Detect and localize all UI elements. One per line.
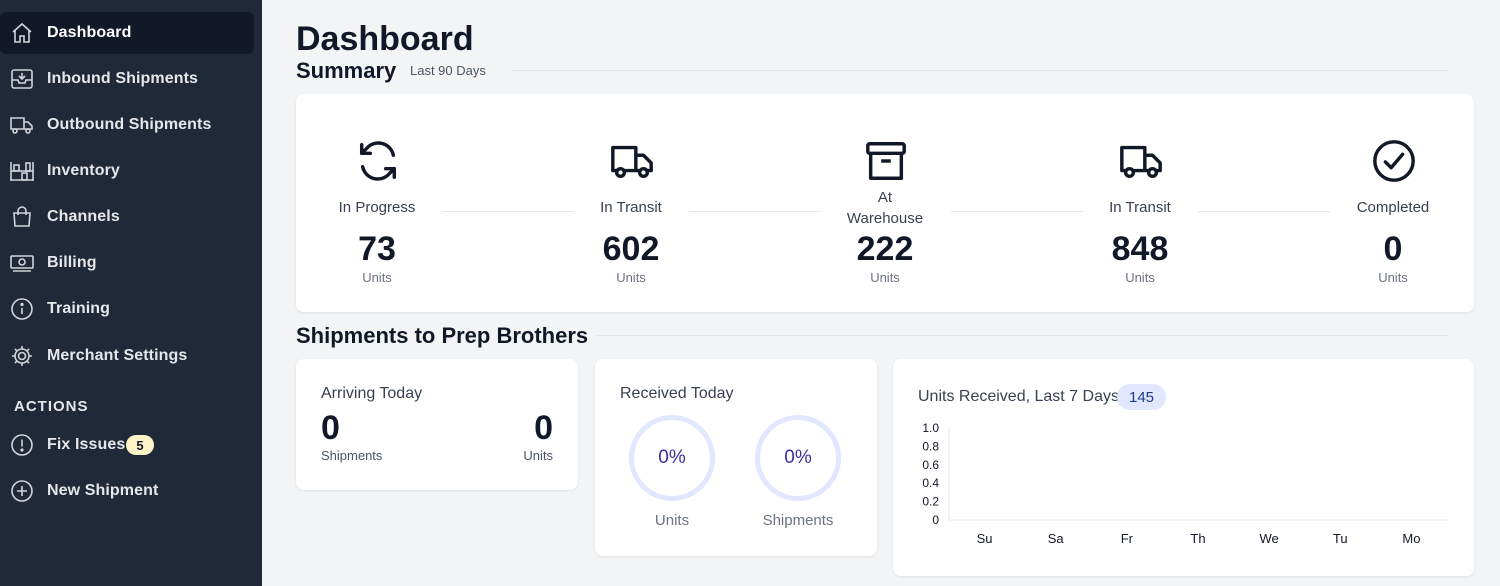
chart-title: Units Received, Last 7 Days [918,388,1119,405]
sidebar-item-label: Inbound Shipments [47,70,199,87]
shipments-percent: 0% [784,447,812,468]
sidebar-item-label: Billing [47,254,97,271]
stat-unit: Units [616,270,646,285]
sidebar-item-label: Training [47,300,111,317]
sidebar: Dashboard Inbound Shipments Outbound Shi… [0,0,262,586]
y-tick-label: 0 [932,513,939,527]
sidebar-item-label: Fix Issues [47,436,126,453]
section-divider [512,70,1448,71]
stat-value: 0 [1383,230,1403,268]
x-tick-label: Su [977,531,993,546]
received-today-card: Received Today 0% Units 0% Shipments [595,359,877,556]
units-bar-chart: 1.0 0.8 0.6 0.4 0.2 0 Su Sa Fr Th We Tu Mo [922,421,1447,546]
archive-box-icon [866,142,906,180]
section-divider [596,335,1448,336]
sidebar-item-label: Outbound Shipments [47,116,212,133]
units-percent: 0% [658,447,686,468]
summary-card: In Progress 73 Units In Transit 602 Unit… [296,94,1474,312]
sidebar-item-fix-issues[interactable]: Fix Issues 5 [0,424,254,466]
sidebar-item-label: New Shipment [47,482,159,499]
cash-icon [10,255,34,272]
stat-label: In Progress [338,199,416,216]
stat-unit: Units [870,270,900,285]
x-tick-label: Th [1190,531,1205,546]
stat-value: 848 [1111,230,1169,268]
shipments-section-title: Shipments to Prep Brothers [296,323,589,348]
ring-label: Units [654,512,690,529]
refresh-icon [359,141,397,181]
arriving-units-label: Units [523,448,553,463]
y-tick-label: 0.4 [922,476,939,490]
sidebar-item-label: Inventory [47,162,120,179]
main-content: Dashboard Summary Last 90 Days In Progre… [262,0,1500,586]
arriving-today-card: Arriving Today 0 Shipments 0 Units [296,359,578,490]
sidebar-item-label: Channels [47,208,120,225]
card-title: Arriving Today [321,385,423,402]
y-tick-label: 0.2 [922,495,939,509]
y-tick-label: 0.8 [922,439,939,453]
sidebar-item-outbound-shipments[interactable]: Outbound Shipments [0,104,254,146]
sidebar-item-label: Dashboard [47,24,132,41]
shipments-progress-ring: 0% [755,415,841,501]
units-received-chart-card: Units Received, Last 7 Days 145 1.0 0.8 0.… [893,359,1474,576]
sidebar-item-label: Merchant Settings [47,347,188,364]
stat-unit: Units [1125,270,1155,285]
sidebar-item-channels[interactable]: Channels [0,196,254,238]
info-icon [11,298,33,320]
truck-icon [611,145,653,179]
arriving-shipments-label: Shipments [321,448,383,463]
inbox-icon [11,69,33,89]
ring-label: Shipments [762,512,834,529]
stat-value: 73 [358,230,396,268]
stat-label: At Warehouse [846,189,924,227]
units-progress-ring: 0% [629,415,715,501]
shelves-icon [10,162,34,181]
gear-icon [12,346,32,366]
x-tick-label: Mo [1402,531,1420,546]
sidebar-item-new-shipment[interactable]: New Shipment [0,470,254,512]
sidebar-item-training[interactable]: Training [0,288,254,330]
exclamation-circle-icon [11,434,33,456]
x-tick-label: Sa [1048,531,1065,546]
sidebar-item-inventory[interactable]: Inventory [0,150,254,192]
x-tick-label: Tu [1333,531,1348,546]
stat-value: 222 [856,230,914,268]
arriving-units-value: 0 [534,409,553,447]
page-title: Dashboard [296,20,474,58]
truck-icon [10,117,33,134]
summary-period: Last 90 Days [410,63,486,78]
plus-circle-icon [11,480,33,502]
stat-unit: Units [362,270,392,285]
total-units-badge: 145 [1117,384,1167,410]
actions-heading: ACTIONS [14,398,89,415]
sidebar-item-merchant-settings[interactable]: Merchant Settings [0,335,254,377]
arriving-shipments-value: 0 [321,409,340,447]
stat-label: In Transit [600,199,662,216]
home-icon [12,22,32,43]
stat-value: 602 [602,230,660,268]
x-tick-label: Fr [1121,531,1134,546]
shopping-bag-icon [13,206,31,227]
issues-count-badge: 5 [126,435,154,455]
sidebar-item-dashboard[interactable]: Dashboard [0,12,254,54]
stage-connector [689,211,821,212]
x-tick-label: We [1260,531,1279,546]
check-circle-icon [1373,140,1415,182]
stat-label: In Transit [1109,199,1171,216]
summary-title: Summary [296,58,397,83]
sidebar-item-billing[interactable]: Billing [0,242,254,284]
y-tick-label: 0.6 [922,458,939,472]
card-title: Received Today [620,385,734,402]
stage-connector [951,211,1083,212]
stat-unit: Units [1378,270,1408,285]
y-tick-label: 1.0 [922,421,939,435]
stage-connector [442,211,574,212]
stage-connector [1198,211,1330,212]
stat-label: Completed [1356,199,1430,216]
truck-icon [1120,145,1162,179]
sidebar-item-inbound-shipments[interactable]: Inbound Shipments [0,58,254,100]
